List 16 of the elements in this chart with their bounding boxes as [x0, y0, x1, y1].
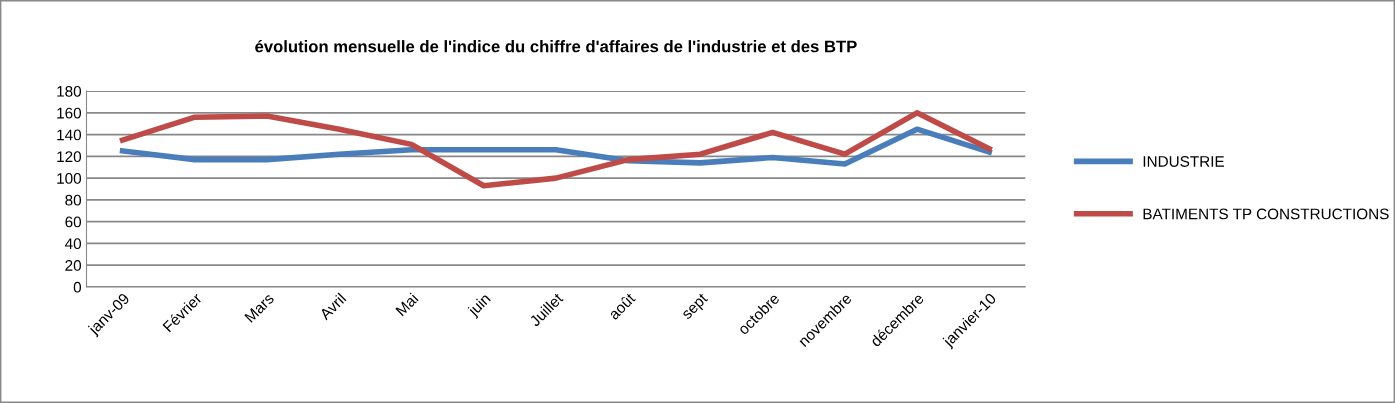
x-tick-label: sept — [681, 292, 711, 322]
y-tick-label: 180 — [57, 85, 82, 97]
y-tick-label: 120 — [57, 151, 82, 163]
chart-title: évolution mensuelle de l'indice du chiffre d'affaires de l'industrie et des BTP — [255, 39, 857, 53]
legend-label: BATIMENTS TP CONSTRUCTIONS — [1143, 208, 1389, 220]
y-tick-label: 40 — [64, 238, 82, 250]
y-tick-label: 160 — [57, 107, 82, 119]
y-tick-label: 140 — [57, 129, 82, 141]
y-tick-label: 100 — [57, 172, 82, 184]
y-tick-label: 0 — [73, 281, 82, 293]
y-tick-label: 80 — [65, 194, 82, 206]
x-tick-label: Mai — [394, 292, 419, 317]
y-tick-label: 60 — [65, 216, 82, 228]
x-tick-label: juin — [466, 292, 494, 319]
y-tick-label: 20 — [65, 260, 82, 271]
legend-label: INDUSTRIE — [1143, 156, 1224, 167]
